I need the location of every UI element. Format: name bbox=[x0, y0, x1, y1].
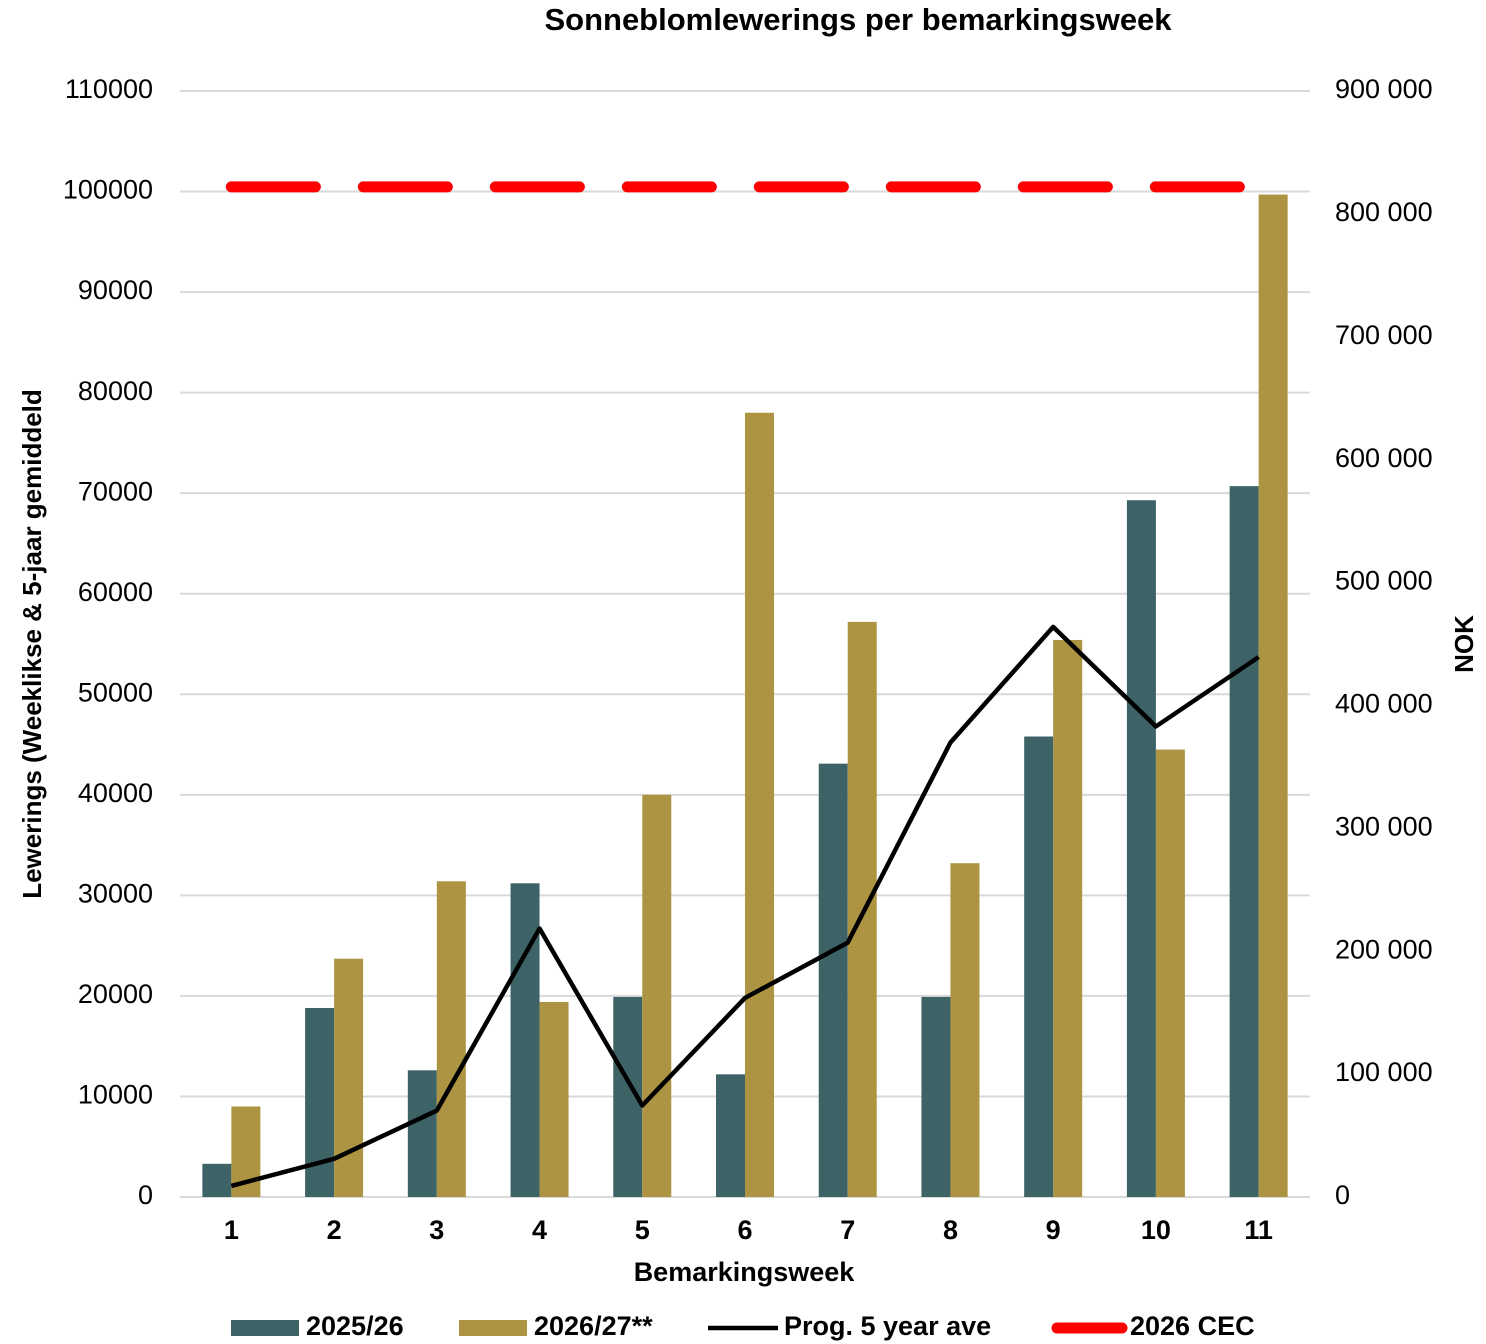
y2-axis-title: NOK bbox=[1449, 615, 1479, 673]
bar bbox=[642, 794, 672, 1197]
x-tick-label: 11 bbox=[1244, 1215, 1273, 1245]
bar bbox=[1126, 500, 1156, 1198]
x-tick-label: 3 bbox=[429, 1215, 444, 1245]
y-tick-label: 40000 bbox=[78, 778, 153, 808]
y2-tick-label: 700 000 bbox=[1335, 320, 1433, 350]
bar bbox=[950, 863, 980, 1197]
bar bbox=[847, 621, 877, 1197]
y-tick-label: 70000 bbox=[78, 476, 153, 506]
y2-tick-label: 200 000 bbox=[1335, 934, 1433, 964]
y2-tick-label: 800 000 bbox=[1335, 197, 1433, 227]
x-tick-label: 9 bbox=[1046, 1215, 1061, 1245]
line bbox=[230, 624, 1260, 1189]
bar bbox=[539, 1001, 569, 1197]
y-tick-label: 100000 bbox=[63, 175, 153, 205]
x-tick-label: 1 bbox=[224, 1215, 239, 1245]
y-tick-label: 50000 bbox=[78, 677, 153, 707]
x-tick-label: 8 bbox=[943, 1215, 958, 1245]
y-axis-title: Lewerings (Weeklikse & 5-jaar gemiddeld bbox=[17, 389, 47, 899]
y-tick-label: 0 bbox=[138, 1180, 153, 1210]
y-tick-label: 30000 bbox=[78, 878, 153, 908]
legend-label: 2025/26 bbox=[306, 1311, 404, 1341]
bar bbox=[510, 883, 540, 1197]
y2-tick-label: 600 000 bbox=[1335, 443, 1433, 473]
y2-tick-label: 0 bbox=[1335, 1180, 1350, 1210]
y-tick-label: 10000 bbox=[78, 1080, 153, 1110]
bar bbox=[1053, 639, 1083, 1197]
y2-tick-label: 100 000 bbox=[1335, 1057, 1433, 1087]
bar bbox=[202, 1163, 232, 1197]
bar bbox=[1258, 194, 1288, 1197]
bar bbox=[921, 996, 951, 1197]
y2-tick-label: 400 000 bbox=[1335, 689, 1433, 719]
y2-tick-label: 300 000 bbox=[1335, 811, 1433, 841]
bar bbox=[745, 412, 774, 1197]
y-tick-label: 60000 bbox=[78, 577, 153, 607]
bar bbox=[436, 881, 466, 1197]
x-tick-label: 5 bbox=[635, 1215, 650, 1245]
bar bbox=[1024, 736, 1054, 1197]
bar bbox=[407, 1070, 437, 1197]
legend-label: Prog. 5 year ave bbox=[784, 1311, 991, 1341]
y-tick-label: 20000 bbox=[78, 979, 153, 1009]
legend-label: 2026/27** bbox=[534, 1311, 653, 1341]
x-tick-label: 2 bbox=[327, 1215, 342, 1245]
legend-label: 2026 CEC bbox=[1130, 1311, 1255, 1341]
x-tick-label: 6 bbox=[737, 1215, 752, 1245]
y2-tick-label: 500 000 bbox=[1335, 566, 1433, 596]
x-axis-title: Bemarkingsweek bbox=[634, 1257, 856, 1287]
bar bbox=[818, 763, 848, 1197]
y-tick-label: 90000 bbox=[78, 275, 153, 305]
y-tick-label: 80000 bbox=[78, 376, 153, 406]
x-tick-label: 10 bbox=[1141, 1215, 1171, 1245]
x-tick-label: 4 bbox=[532, 1215, 547, 1245]
legend-swatch bbox=[459, 1320, 527, 1336]
bar bbox=[716, 1074, 745, 1197]
bar bbox=[1155, 749, 1185, 1197]
y-tick-label: 110000 bbox=[65, 74, 153, 104]
chart-title: Sonneblomlewerings per bemarkingsweek bbox=[544, 2, 1172, 37]
x-tick-label: 7 bbox=[840, 1215, 855, 1245]
legend-swatch bbox=[231, 1320, 299, 1336]
bar bbox=[305, 1007, 335, 1197]
y2-tick-label: 900 000 bbox=[1335, 74, 1433, 104]
bar bbox=[334, 958, 364, 1197]
bar bbox=[1229, 486, 1259, 1197]
